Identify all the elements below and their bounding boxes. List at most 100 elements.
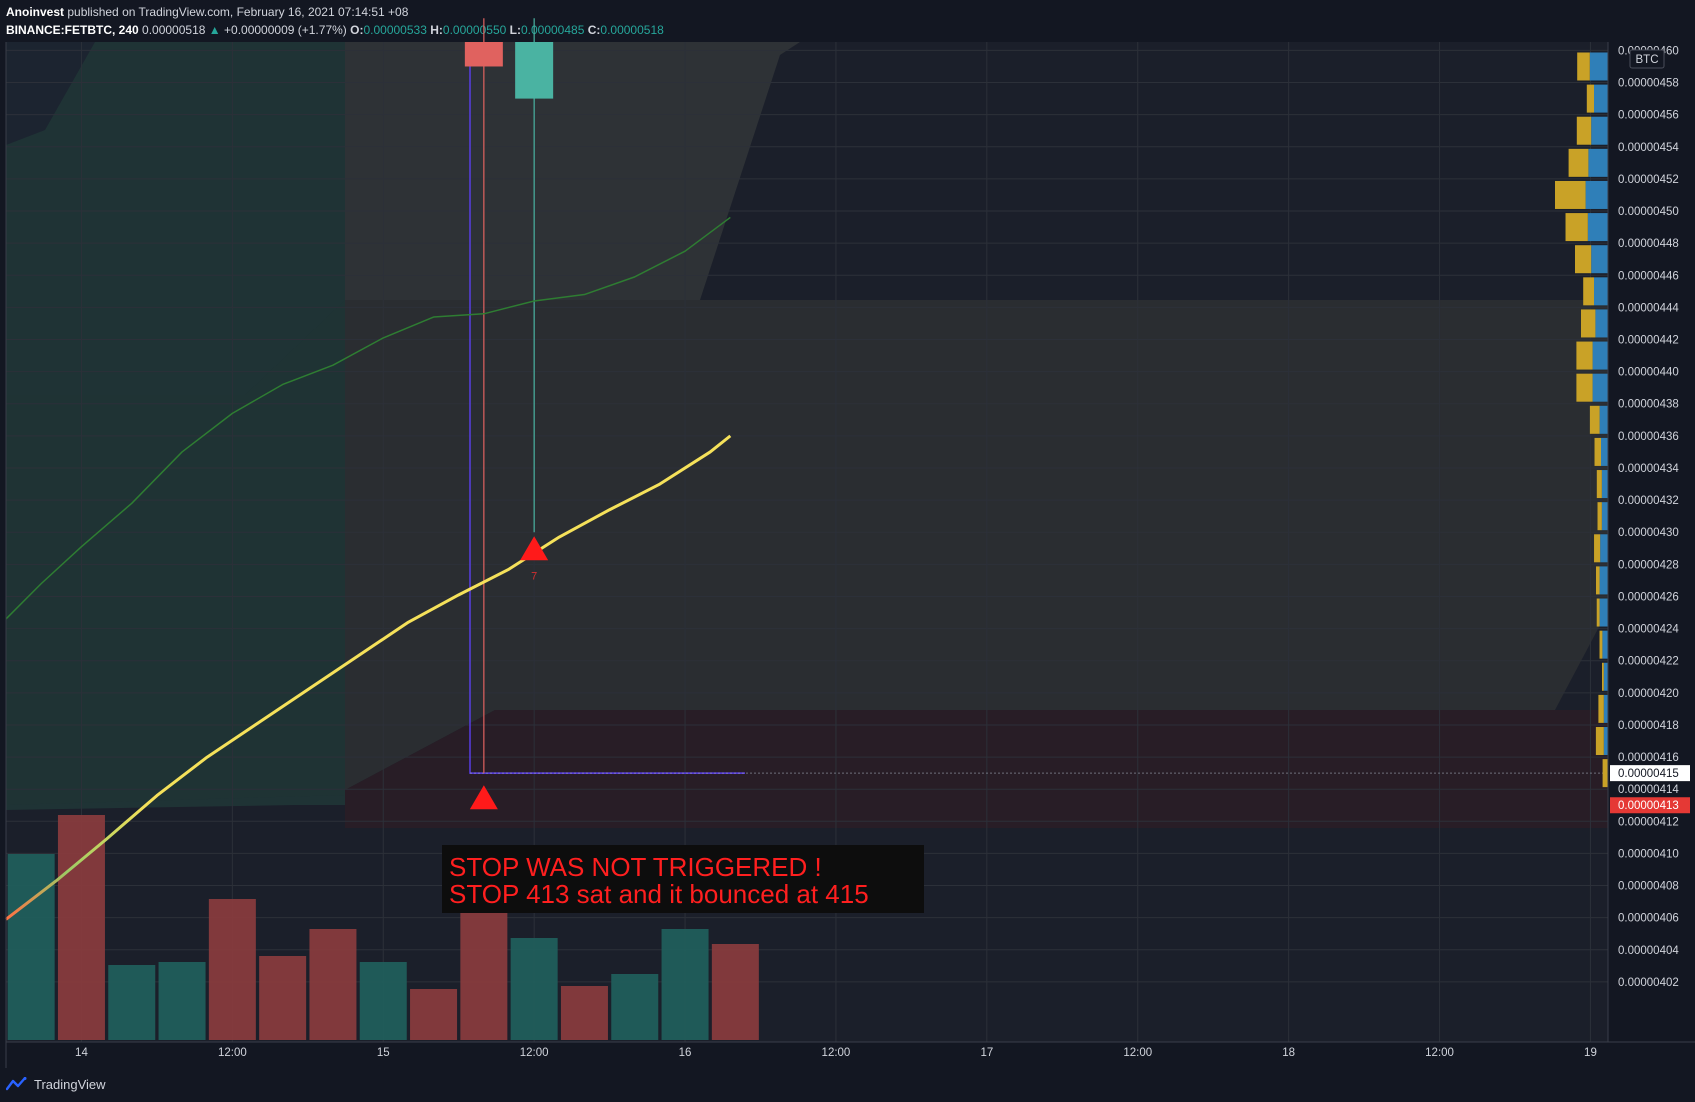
volume-profile-sell xyxy=(1592,373,1608,402)
ma-line-slow xyxy=(5,216,731,620)
volume-profile-buy xyxy=(1586,84,1594,113)
y-tick-label: 0.00000456 xyxy=(1618,110,1679,122)
open-label: O: xyxy=(350,23,364,37)
price-axis xyxy=(1608,42,1695,1042)
y-tick-label: 0.00000454 xyxy=(1618,142,1679,154)
y-tick-label: 0.00000450 xyxy=(1618,206,1679,218)
x-tick-label: 18 xyxy=(1282,1047,1295,1059)
grey-zone-upper xyxy=(345,42,800,300)
volume-profile-sell xyxy=(1594,277,1608,306)
teal-zone-lower xyxy=(6,300,345,805)
currency-badge xyxy=(1629,49,1665,69)
volume-bar xyxy=(460,905,508,1040)
y-tick-label: 0.00000448 xyxy=(1618,238,1679,250)
volume-profile-sell xyxy=(1599,566,1608,595)
volume-bar xyxy=(410,989,458,1040)
ohlc-legend: BINANCE:FETBTC, 240 0.00000518 ▲ +0.0000… xyxy=(6,23,664,37)
y-tick-label: 0.00000442 xyxy=(1618,335,1679,347)
time-axis xyxy=(0,1042,1695,1068)
triangle-up-icon xyxy=(520,536,549,561)
volume-profile-sell xyxy=(1600,534,1608,563)
volume-profile-buy xyxy=(1594,534,1601,563)
volume-profile-sell xyxy=(1588,148,1608,177)
tradingview-logo-icon xyxy=(6,1077,27,1091)
y-tick-label: 0.00000458 xyxy=(1618,78,1679,90)
volume-profile-buy xyxy=(1583,277,1594,306)
tradingview-footer[interactable]: TradingView xyxy=(6,1073,106,1095)
volume-bar xyxy=(7,854,55,1040)
volume-profile-buy xyxy=(1602,759,1608,788)
volume-bar xyxy=(309,929,357,1040)
y-tick-label: 0.00000410 xyxy=(1618,848,1679,860)
volume-bar xyxy=(661,929,709,1040)
volume-profile-sell xyxy=(1602,630,1608,659)
volume-profile-buy xyxy=(1565,213,1588,242)
volume-profile-sell xyxy=(1603,662,1608,691)
chart-header: Anoinvest published on TradingView.com, … xyxy=(0,0,1695,42)
y-tick-label: 0.00000420 xyxy=(1618,688,1679,700)
volume-bar xyxy=(158,962,206,1040)
y-tick-label: 0.00000424 xyxy=(1618,624,1679,636)
volume-profile-buy xyxy=(1576,341,1593,370)
low-label: L: xyxy=(509,23,521,37)
volume-bar xyxy=(560,986,608,1040)
x-tick-label: 16 xyxy=(679,1047,692,1059)
volume-profile-sell xyxy=(1595,309,1608,338)
teal-zone-corner xyxy=(6,42,95,145)
triangle-up-icon xyxy=(469,785,498,810)
volume-profile-buy xyxy=(1576,373,1593,402)
close-value: 0.00000518 xyxy=(600,23,664,37)
stop-price-label: 0.00000413 xyxy=(1618,800,1679,812)
x-tick-label: 12:00 xyxy=(218,1047,247,1059)
volume-profile-sell xyxy=(1601,470,1608,499)
volume-profile-buy xyxy=(1599,630,1603,659)
close-label: C: xyxy=(587,23,601,37)
x-tick-label: 12:00 xyxy=(822,1047,851,1059)
high-value: 0.00000550 xyxy=(442,23,507,37)
volume-profile-buy xyxy=(1555,180,1586,209)
candle-body xyxy=(515,42,554,99)
low-value: 0.00000485 xyxy=(520,23,585,37)
x-tick-label: 15 xyxy=(377,1047,390,1059)
candle-body xyxy=(464,42,503,67)
volume-profile-sell xyxy=(1591,245,1608,274)
volume-profile-buy xyxy=(1597,502,1602,531)
grey-zone-mid xyxy=(345,300,1608,790)
y-tick-label: 0.00000422 xyxy=(1618,656,1679,668)
y-tick-label: 0.00000408 xyxy=(1618,881,1679,893)
annotation-box xyxy=(442,845,924,913)
x-tick-label: 17 xyxy=(980,1047,993,1059)
volume-bar xyxy=(611,974,659,1040)
change-up-icon: ▲ xyxy=(208,23,221,37)
volume-profile-sell xyxy=(1592,341,1608,370)
volume-profile-buy xyxy=(1577,52,1590,81)
y-tick-label: 0.00000434 xyxy=(1618,463,1679,475)
y-tick-label: 0.00000440 xyxy=(1618,367,1679,379)
y-tick-label: 0.00000402 xyxy=(1618,977,1679,989)
volume-profile-sell xyxy=(1599,405,1608,434)
volume-bar xyxy=(359,962,407,1040)
high-label: H: xyxy=(430,23,443,37)
y-tick-label: 0.00000428 xyxy=(1618,559,1679,571)
y-tick-label: 0.00000436 xyxy=(1618,431,1679,443)
volume-profile-buy xyxy=(1568,148,1589,177)
volume-bar xyxy=(108,965,156,1040)
volume-profile-sell xyxy=(1601,502,1608,531)
volume-profile-sell xyxy=(1601,437,1608,466)
volume-profile-sell xyxy=(1603,694,1608,723)
y-tick-label: 0.00000452 xyxy=(1618,174,1679,186)
annotation-line-2: STOP 413 sat and it bounced at 415 xyxy=(449,879,869,909)
y-tick-label: 0.00000404 xyxy=(1618,945,1679,957)
volume-profile-buy xyxy=(1596,598,1600,627)
author-name[interactable]: Anoinvest xyxy=(6,5,65,19)
open-value: 0.00000533 xyxy=(363,23,427,37)
volume-profile-sell xyxy=(1587,213,1608,242)
stop-zone xyxy=(345,710,1608,828)
y-tick-label: 0.00000426 xyxy=(1618,591,1679,603)
volume-profile-buy xyxy=(1576,116,1592,145)
volume-profile-buy xyxy=(1581,309,1596,338)
y-tick-label: 0.00000416 xyxy=(1618,752,1679,764)
x-tick-label: 12:00 xyxy=(1123,1047,1152,1059)
stop-annotation: STOP WAS NOT TRIGGERED !STOP 413 sat and… xyxy=(442,845,924,913)
